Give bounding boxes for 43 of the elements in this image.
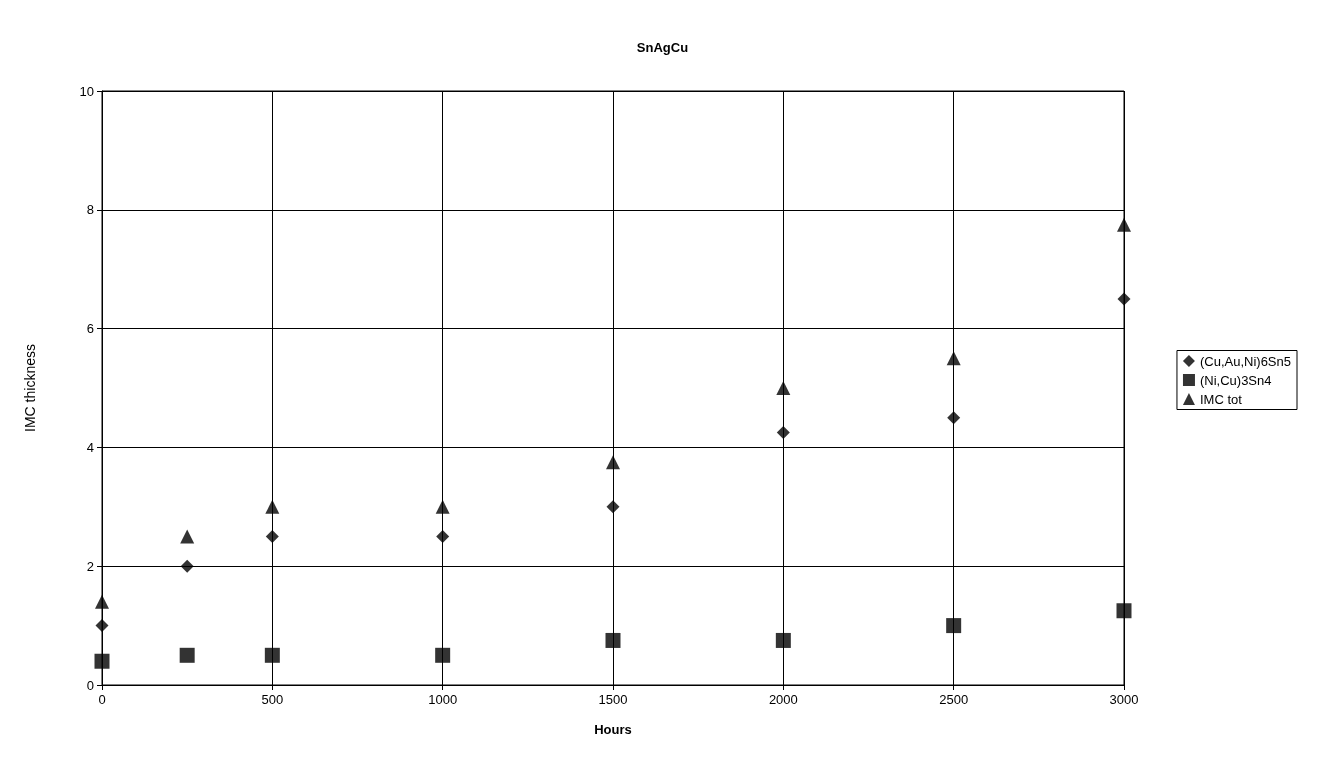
x-tick-label: 500 xyxy=(261,692,284,707)
x-tick-label: 3000 xyxy=(1109,692,1139,707)
point xyxy=(179,647,195,663)
point xyxy=(606,500,620,514)
y-axis-title: IMC thickness xyxy=(22,344,38,432)
x-tick-label: 1000 xyxy=(428,692,458,707)
legend-label: (Cu,Au,Ni)6Sn5 xyxy=(1199,353,1292,369)
point xyxy=(95,594,109,609)
y-tick-label: 10 xyxy=(79,83,94,99)
point xyxy=(264,647,280,663)
point xyxy=(946,351,961,366)
point xyxy=(265,499,280,514)
y-tick-label: 8 xyxy=(86,202,94,218)
x-tick-label: 2000 xyxy=(768,692,798,707)
y-tick-label: 0 xyxy=(86,677,94,693)
point xyxy=(435,647,451,663)
point xyxy=(776,426,790,440)
point xyxy=(776,381,791,395)
y-tick-label: 2 xyxy=(86,558,94,574)
point xyxy=(435,499,450,514)
x-axis-title: Hours xyxy=(594,722,632,737)
point xyxy=(1117,292,1131,306)
point xyxy=(95,619,109,633)
x-tick-label: 0 xyxy=(98,692,106,707)
point xyxy=(946,618,962,634)
point xyxy=(775,632,791,648)
chart-title: SnAgCu xyxy=(636,40,689,55)
point xyxy=(1116,603,1132,619)
point xyxy=(605,632,621,648)
y-tick-label: 4 xyxy=(86,439,94,455)
y-tick-label: 6 xyxy=(86,321,94,337)
point xyxy=(94,653,110,669)
point xyxy=(1117,217,1131,232)
point xyxy=(436,530,450,543)
point xyxy=(180,559,194,573)
point xyxy=(180,529,195,544)
point xyxy=(265,530,279,543)
legend-label: (Ni,Cu)3Sn4 xyxy=(1199,372,1272,388)
point xyxy=(606,455,620,470)
x-tick-label: 2500 xyxy=(939,692,969,707)
point xyxy=(947,411,961,425)
x-tick-label: 1500 xyxy=(598,692,628,707)
legend-label: IMC tot xyxy=(1199,391,1243,407)
